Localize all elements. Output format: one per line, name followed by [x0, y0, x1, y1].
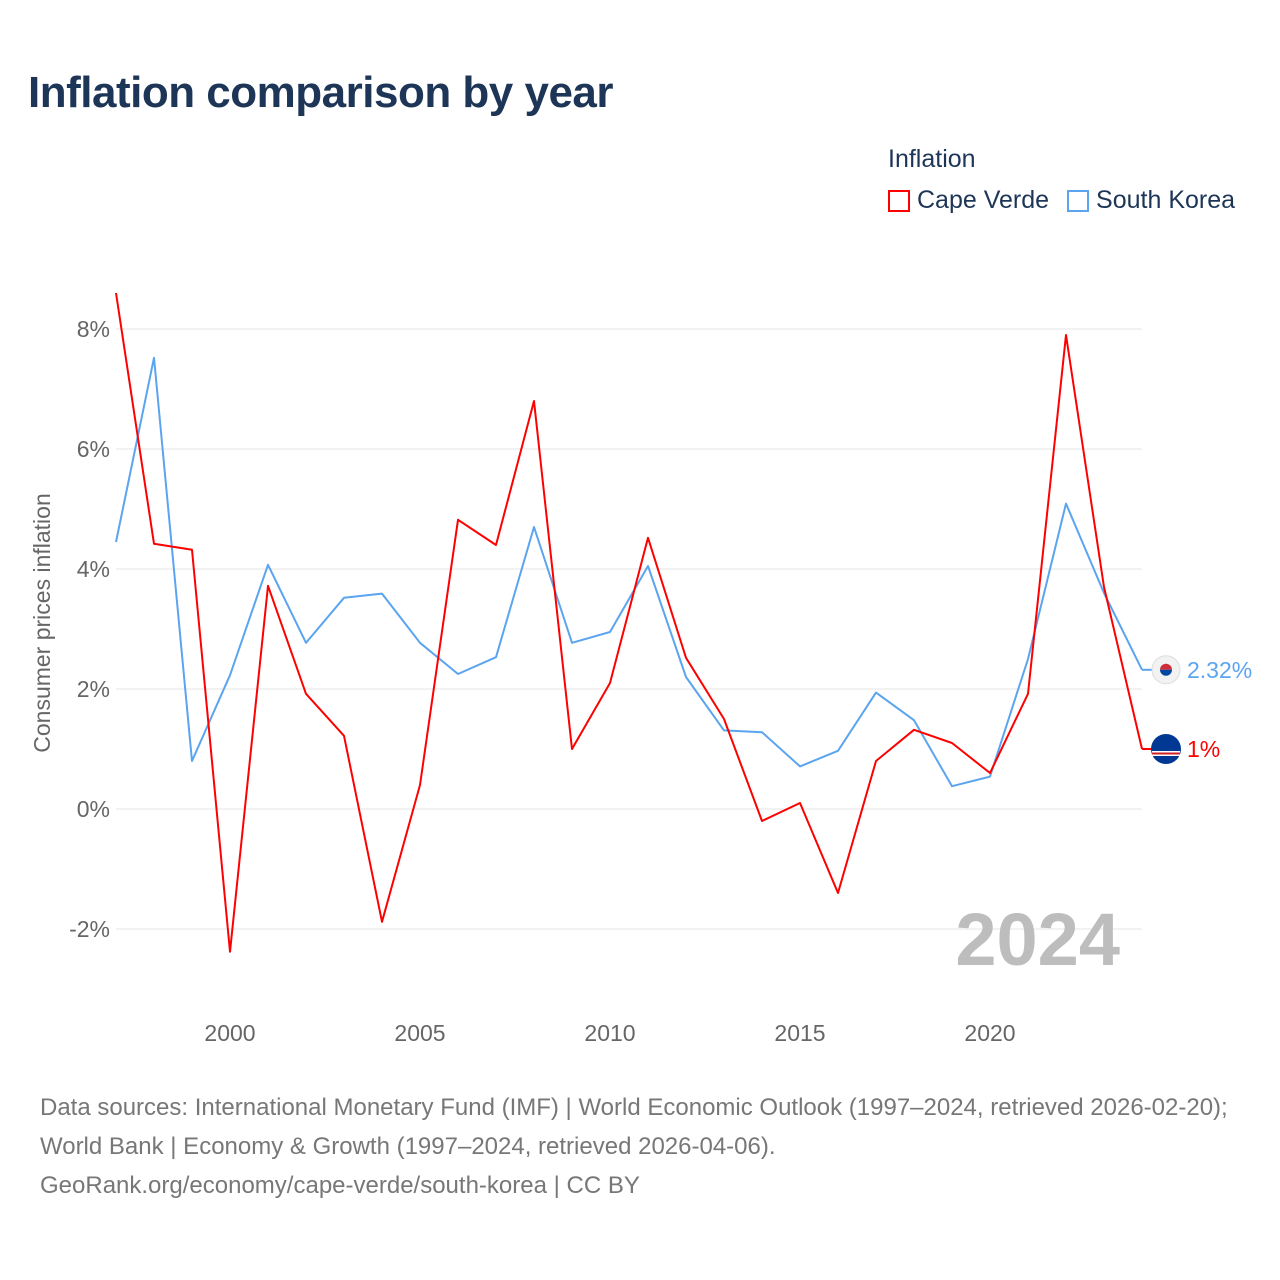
legend-label: Cape Verde	[917, 186, 1050, 214]
year-watermark: 2024	[955, 898, 1120, 981]
y-tick-label: 0%	[77, 796, 110, 822]
series-line-south-korea	[115, 356, 1143, 788]
footer: Data sources: International Monetary Fun…	[40, 1088, 1250, 1205]
data-sources: Data sources: International Monetary Fun…	[40, 1094, 1228, 1160]
legend: Cape Verde South Korea	[888, 186, 1235, 215]
y-tick-label: 4%	[77, 556, 110, 582]
x-tick-label: 2000	[204, 1020, 255, 1046]
series-line-cape-verde	[115, 292, 1143, 953]
cape-verde-flag-stripe	[1152, 752, 1180, 755]
legend-item-cape-verde[interactable]: Cape Verde	[888, 186, 1049, 215]
line-chart: -2% 0% 2% 4% 6% 8% 2000 2005 2010 2015 2020 Consume…	[29, 292, 1252, 1046]
end-value-label: 2.32%	[1187, 657, 1252, 683]
end-value-label: 1%	[1187, 736, 1220, 762]
x-tick-label: 2010	[584, 1020, 635, 1046]
source-link[interactable]: GeoRank.org/economy/cape-verde/south-kor…	[40, 1172, 640, 1199]
x-tick-label: 2005	[394, 1020, 445, 1046]
legend-label: South Korea	[1096, 186, 1236, 214]
south-korea-flag-taegeuk	[1160, 669, 1172, 676]
chart-title: Inflation comparison by year	[28, 68, 614, 117]
x-tick-label: 2015	[774, 1020, 825, 1046]
legend-title: Inflation	[888, 145, 976, 173]
y-tick-label: 6%	[77, 436, 110, 462]
y-axis-label: Consumer prices inflation	[29, 493, 55, 753]
x-tick-label: 2020	[964, 1020, 1015, 1046]
y-tick-label: 8%	[77, 316, 110, 342]
cape-verde-flag-icon	[1151, 734, 1181, 764]
legend-swatch-cape-verde	[888, 189, 910, 212]
y-tick-label: 2%	[77, 676, 110, 702]
legend-item-south-korea[interactable]: South Korea	[1067, 186, 1235, 215]
y-tick-label: -2%	[69, 916, 110, 942]
legend-swatch-south-korea	[1067, 189, 1090, 212]
south-korea-flag-taegeuk	[1160, 663, 1172, 670]
